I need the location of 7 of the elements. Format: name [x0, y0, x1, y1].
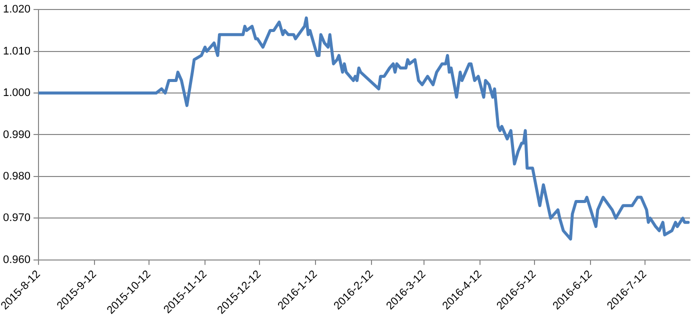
- y-tick-label: 0.960: [2, 254, 31, 266]
- y-tick-label: 1.020: [2, 4, 31, 16]
- y-tick-label: 1.000: [2, 87, 31, 100]
- y-tick-label: 1.010: [2, 45, 31, 58]
- y-tick-label: 0.970: [2, 212, 31, 224]
- y-tick-label: 0.990: [2, 128, 31, 141]
- y-tick-label: 0.980: [2, 170, 31, 182]
